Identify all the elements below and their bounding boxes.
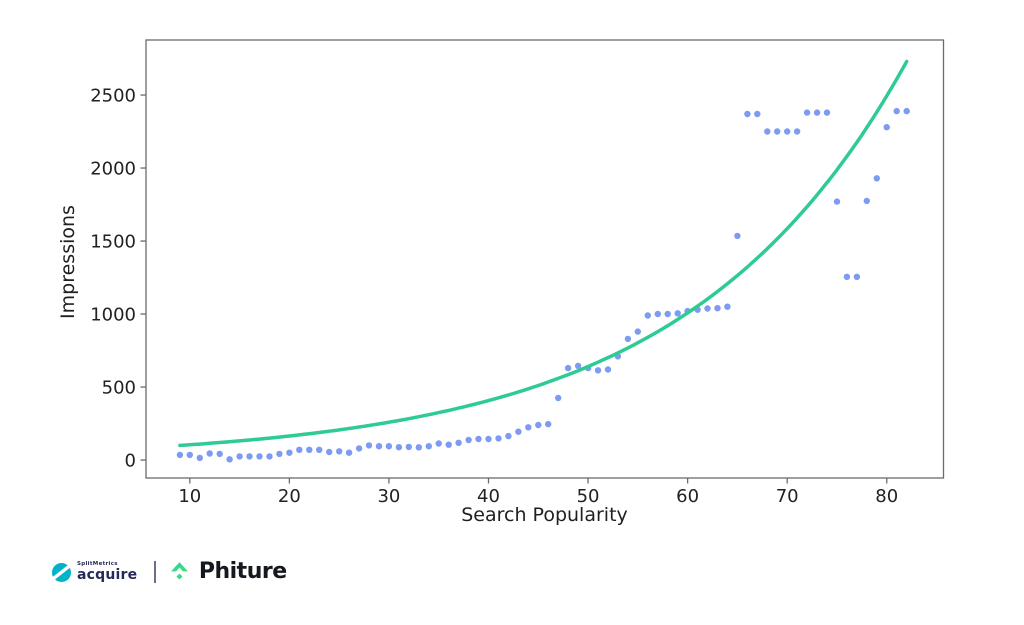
scatter-points	[176, 107, 910, 463]
x-tick-label: 20	[278, 486, 301, 507]
phiture-logo-icon	[170, 562, 188, 580]
trend-line	[178, 59, 909, 448]
splitmetrics-logo-icon	[52, 562, 71, 582]
impressions-vs-popularity-chart: 10 20 30 40 50 60 70 80 0 500 1000 1500 2000 2500 Se…	[57, 39, 945, 526]
y-tick-label: 1000	[90, 305, 136, 326]
x-axis: 10 20 30 40 50 60 70 80	[178, 478, 898, 507]
y-axis: 0 500 1000 1500 2000 2500	[90, 86, 146, 472]
phiture-wordmark: Phiture	[198, 559, 287, 584]
x-tick-label: 10	[178, 486, 201, 507]
plot-border	[145, 39, 945, 479]
x-tick-label: 60	[676, 486, 699, 507]
y-tick-label: 2000	[90, 159, 136, 180]
x-tick-label: 50	[577, 486, 600, 507]
y-tick-label: 0	[125, 451, 136, 472]
phiture-logo: Phiture	[170, 559, 287, 584]
x-tick-label: 40	[477, 486, 500, 507]
y-tick-label: 500	[102, 378, 136, 399]
y-tick-label: 2500	[90, 86, 136, 107]
splitmetrics-logo: SplitMetrics acquire	[52, 560, 138, 584]
x-tick-label: 70	[776, 486, 799, 507]
x-axis-label: Search Popularity	[461, 504, 628, 526]
acquire-product-text: acquire	[77, 567, 138, 584]
y-tick-label: 1500	[90, 232, 136, 253]
y-axis-label: Impressions	[57, 205, 79, 319]
x-tick-label: 30	[377, 486, 400, 507]
splitmetrics-brand-text: SplitMetrics	[77, 560, 118, 567]
splitmetrics-wordmark: SplitMetrics acquire	[77, 560, 138, 584]
x-tick-label: 80	[875, 486, 898, 507]
logo-divider	[154, 561, 156, 583]
footer-logos: SplitMetrics acquire Phiture	[52, 557, 287, 587]
